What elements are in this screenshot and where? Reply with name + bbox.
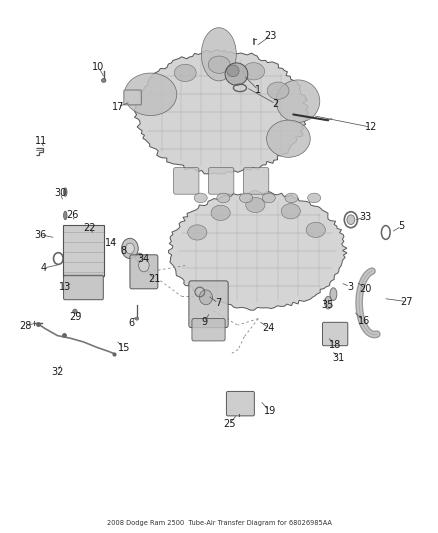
Ellipse shape — [102, 78, 106, 82]
Ellipse shape — [73, 309, 77, 313]
Text: 6: 6 — [129, 318, 135, 328]
Text: 17: 17 — [112, 102, 124, 112]
Text: 4: 4 — [40, 263, 46, 273]
FancyBboxPatch shape — [226, 391, 254, 416]
Ellipse shape — [267, 120, 310, 157]
Ellipse shape — [199, 290, 212, 305]
Text: 26: 26 — [66, 211, 78, 221]
Ellipse shape — [285, 193, 298, 203]
Text: 2: 2 — [272, 99, 279, 109]
Ellipse shape — [217, 193, 230, 203]
Ellipse shape — [122, 238, 138, 259]
Text: 13: 13 — [59, 282, 71, 292]
Ellipse shape — [330, 288, 337, 301]
Text: 16: 16 — [358, 316, 370, 326]
Ellipse shape — [174, 64, 196, 82]
Text: 25: 25 — [223, 419, 236, 429]
Ellipse shape — [64, 211, 67, 220]
Ellipse shape — [211, 205, 230, 221]
Polygon shape — [168, 190, 347, 310]
Ellipse shape — [240, 193, 253, 203]
Ellipse shape — [136, 253, 144, 263]
FancyBboxPatch shape — [189, 281, 228, 328]
FancyBboxPatch shape — [63, 225, 104, 276]
Text: 23: 23 — [264, 31, 277, 41]
Text: 12: 12 — [365, 122, 377, 132]
Text: 8: 8 — [120, 246, 126, 255]
Ellipse shape — [262, 193, 276, 203]
Text: 28: 28 — [19, 321, 32, 331]
Ellipse shape — [281, 204, 300, 219]
Ellipse shape — [325, 296, 332, 309]
Text: 7: 7 — [215, 298, 221, 308]
Ellipse shape — [267, 82, 289, 99]
Polygon shape — [134, 50, 308, 174]
Text: 10: 10 — [92, 62, 105, 71]
Ellipse shape — [307, 193, 321, 203]
Ellipse shape — [225, 63, 248, 85]
Ellipse shape — [347, 215, 355, 224]
Ellipse shape — [124, 73, 177, 116]
FancyBboxPatch shape — [124, 90, 141, 105]
FancyBboxPatch shape — [244, 167, 269, 194]
Ellipse shape — [306, 222, 325, 237]
Text: 34: 34 — [137, 254, 149, 264]
Text: 24: 24 — [263, 322, 275, 333]
Ellipse shape — [243, 63, 265, 80]
Text: 22: 22 — [84, 223, 96, 233]
Text: 19: 19 — [264, 406, 276, 416]
Text: 29: 29 — [70, 312, 82, 322]
Text: 2008 Dodge Ram 2500  Tube-Air Transfer Diagram for 68026985AA: 2008 Dodge Ram 2500 Tube-Air Transfer Di… — [106, 520, 332, 526]
Text: 33: 33 — [360, 212, 372, 222]
Ellipse shape — [246, 197, 265, 213]
Ellipse shape — [276, 80, 320, 123]
Ellipse shape — [208, 56, 230, 74]
Ellipse shape — [201, 28, 236, 81]
Text: 21: 21 — [148, 274, 161, 284]
Ellipse shape — [188, 225, 207, 240]
Text: 32: 32 — [51, 367, 64, 377]
Text: 31: 31 — [332, 353, 345, 363]
Text: 36: 36 — [34, 230, 46, 240]
Ellipse shape — [64, 188, 67, 196]
Text: 20: 20 — [360, 284, 372, 294]
FancyBboxPatch shape — [130, 255, 158, 289]
Ellipse shape — [139, 259, 149, 272]
Text: 14: 14 — [105, 238, 117, 247]
FancyBboxPatch shape — [64, 275, 103, 300]
Ellipse shape — [126, 243, 134, 254]
Text: 3: 3 — [347, 282, 353, 292]
Text: 15: 15 — [118, 343, 130, 353]
Text: 5: 5 — [399, 221, 405, 231]
Text: 9: 9 — [201, 317, 207, 327]
Ellipse shape — [227, 65, 239, 77]
Text: 1: 1 — [255, 85, 261, 95]
FancyBboxPatch shape — [322, 322, 348, 346]
Text: 11: 11 — [35, 135, 47, 146]
Text: 30: 30 — [54, 188, 66, 198]
Text: 18: 18 — [328, 340, 341, 350]
Text: 27: 27 — [400, 296, 413, 306]
FancyBboxPatch shape — [192, 319, 225, 341]
Ellipse shape — [135, 317, 139, 320]
Text: 35: 35 — [321, 300, 333, 310]
Ellipse shape — [194, 193, 207, 203]
FancyBboxPatch shape — [173, 167, 199, 194]
FancyBboxPatch shape — [208, 167, 234, 194]
